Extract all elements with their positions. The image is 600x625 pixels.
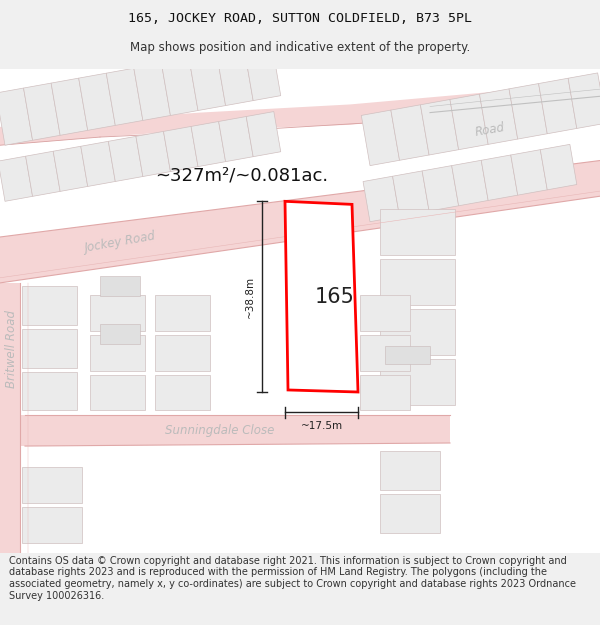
Text: Sunningdale Close: Sunningdale Close xyxy=(166,424,275,438)
Polygon shape xyxy=(191,121,226,167)
Polygon shape xyxy=(161,58,198,116)
Bar xyxy=(380,359,455,405)
Bar xyxy=(22,372,77,411)
Polygon shape xyxy=(0,88,32,145)
Bar xyxy=(380,494,440,532)
Polygon shape xyxy=(0,156,32,201)
Polygon shape xyxy=(392,171,429,216)
Polygon shape xyxy=(51,78,88,136)
Polygon shape xyxy=(134,63,170,121)
Polygon shape xyxy=(23,83,60,140)
Polygon shape xyxy=(422,166,458,211)
Polygon shape xyxy=(511,149,547,195)
Polygon shape xyxy=(421,99,458,155)
Polygon shape xyxy=(109,136,143,181)
Polygon shape xyxy=(106,68,143,126)
Text: ~17.5m: ~17.5m xyxy=(301,421,343,431)
Text: ~38.8m: ~38.8m xyxy=(245,276,255,318)
Polygon shape xyxy=(541,144,577,190)
Text: Jockey Road: Jockey Road xyxy=(83,229,157,255)
Polygon shape xyxy=(136,131,170,176)
Bar xyxy=(155,335,210,371)
Bar xyxy=(155,374,210,411)
Polygon shape xyxy=(26,151,60,196)
Bar xyxy=(100,324,140,344)
Polygon shape xyxy=(246,112,281,157)
Text: Britwell Road: Britwell Road xyxy=(5,310,19,388)
Polygon shape xyxy=(217,48,253,106)
Polygon shape xyxy=(481,155,518,201)
Bar xyxy=(22,329,77,367)
Bar xyxy=(90,295,145,331)
Polygon shape xyxy=(81,141,115,186)
Text: Contains OS data © Crown copyright and database right 2021. This information is : Contains OS data © Crown copyright and d… xyxy=(9,556,576,601)
Polygon shape xyxy=(391,105,429,161)
Text: ~327m²/~0.081ac.: ~327m²/~0.081ac. xyxy=(155,167,328,185)
Bar xyxy=(22,508,82,543)
Bar xyxy=(90,374,145,411)
Polygon shape xyxy=(452,160,488,206)
Polygon shape xyxy=(20,416,25,446)
Bar xyxy=(22,286,77,325)
Polygon shape xyxy=(363,176,400,222)
Polygon shape xyxy=(0,283,20,553)
Bar xyxy=(380,309,455,355)
Bar xyxy=(380,209,455,256)
Bar xyxy=(360,295,410,331)
Polygon shape xyxy=(25,416,450,446)
Polygon shape xyxy=(244,43,281,101)
Bar xyxy=(90,335,145,371)
Bar xyxy=(100,276,140,296)
Bar xyxy=(22,468,82,503)
Polygon shape xyxy=(79,73,115,131)
Polygon shape xyxy=(164,126,198,172)
Polygon shape xyxy=(53,146,88,191)
Bar xyxy=(360,374,410,411)
Polygon shape xyxy=(450,94,488,150)
Polygon shape xyxy=(189,53,226,111)
Bar xyxy=(155,295,210,331)
Polygon shape xyxy=(0,82,600,145)
Polygon shape xyxy=(361,110,400,166)
Polygon shape xyxy=(568,73,600,129)
Text: 165, JOCKEY ROAD, SUTTON COLDFIELD, B73 5PL: 165, JOCKEY ROAD, SUTTON COLDFIELD, B73 … xyxy=(128,12,472,25)
Polygon shape xyxy=(509,84,547,139)
Polygon shape xyxy=(0,161,600,283)
Polygon shape xyxy=(285,201,358,392)
Polygon shape xyxy=(539,78,577,134)
Bar xyxy=(380,451,440,490)
Bar xyxy=(385,346,430,364)
Polygon shape xyxy=(218,116,253,162)
Text: Map shows position and indicative extent of the property.: Map shows position and indicative extent… xyxy=(130,41,470,54)
Polygon shape xyxy=(479,89,518,144)
Bar xyxy=(380,259,455,306)
Text: 165: 165 xyxy=(315,287,355,307)
Text: Road: Road xyxy=(474,121,506,139)
Bar xyxy=(360,335,410,371)
